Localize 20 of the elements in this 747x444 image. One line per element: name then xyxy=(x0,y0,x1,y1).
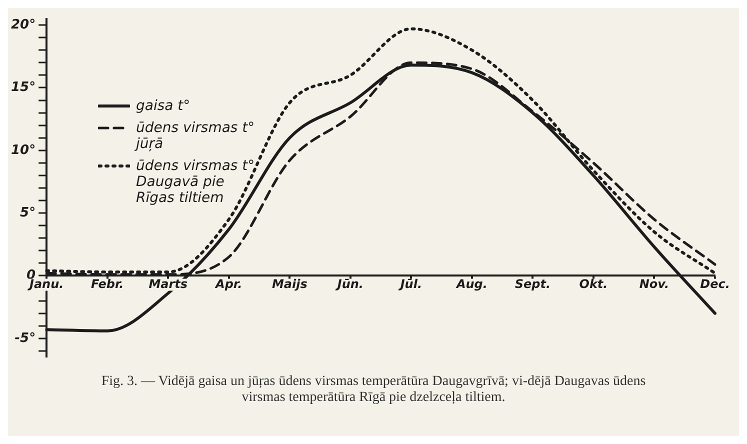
x-tick-label: Marts xyxy=(148,276,188,291)
legend-label: ūdens virsmas t° Daugavā pie Rīgas tiltiem xyxy=(136,158,256,206)
y-tick-label: 20° xyxy=(10,17,36,32)
x-tick-label: Nov. xyxy=(639,276,670,291)
x-tick-label: Sept. xyxy=(514,276,551,291)
x-tick-label: Apr. xyxy=(214,276,242,291)
caption: Fig. 3. — Vidējā gaisa un jūŗas ūdens virsmas temperātūra Daugavgrīvā; vi-dējā Daugavas ūdens virsmas temperātūra Rīgā pie dzelzceļa tiltiem. xyxy=(100,373,647,406)
legend-label: ūdens virsmas t° jūŗā xyxy=(136,120,256,152)
x-tick-label: Jūn. xyxy=(335,276,364,291)
y-tick-label: -5° xyxy=(14,330,36,346)
legend-label: gaisa t° xyxy=(136,98,190,114)
y-tick-label: 10° xyxy=(10,142,36,158)
x-tick-label: Dec. xyxy=(700,276,730,291)
x-tick-label: Febr. xyxy=(90,276,124,291)
x-tick-label: Maijs xyxy=(272,276,308,291)
y-tick-label: 15° xyxy=(10,80,36,96)
y-tick-label: 5° xyxy=(20,205,36,220)
x-tick-label: Aug. xyxy=(455,276,488,291)
x-tick-label: Jūl. xyxy=(398,276,422,291)
x-tick-label: Okt. xyxy=(579,276,608,291)
